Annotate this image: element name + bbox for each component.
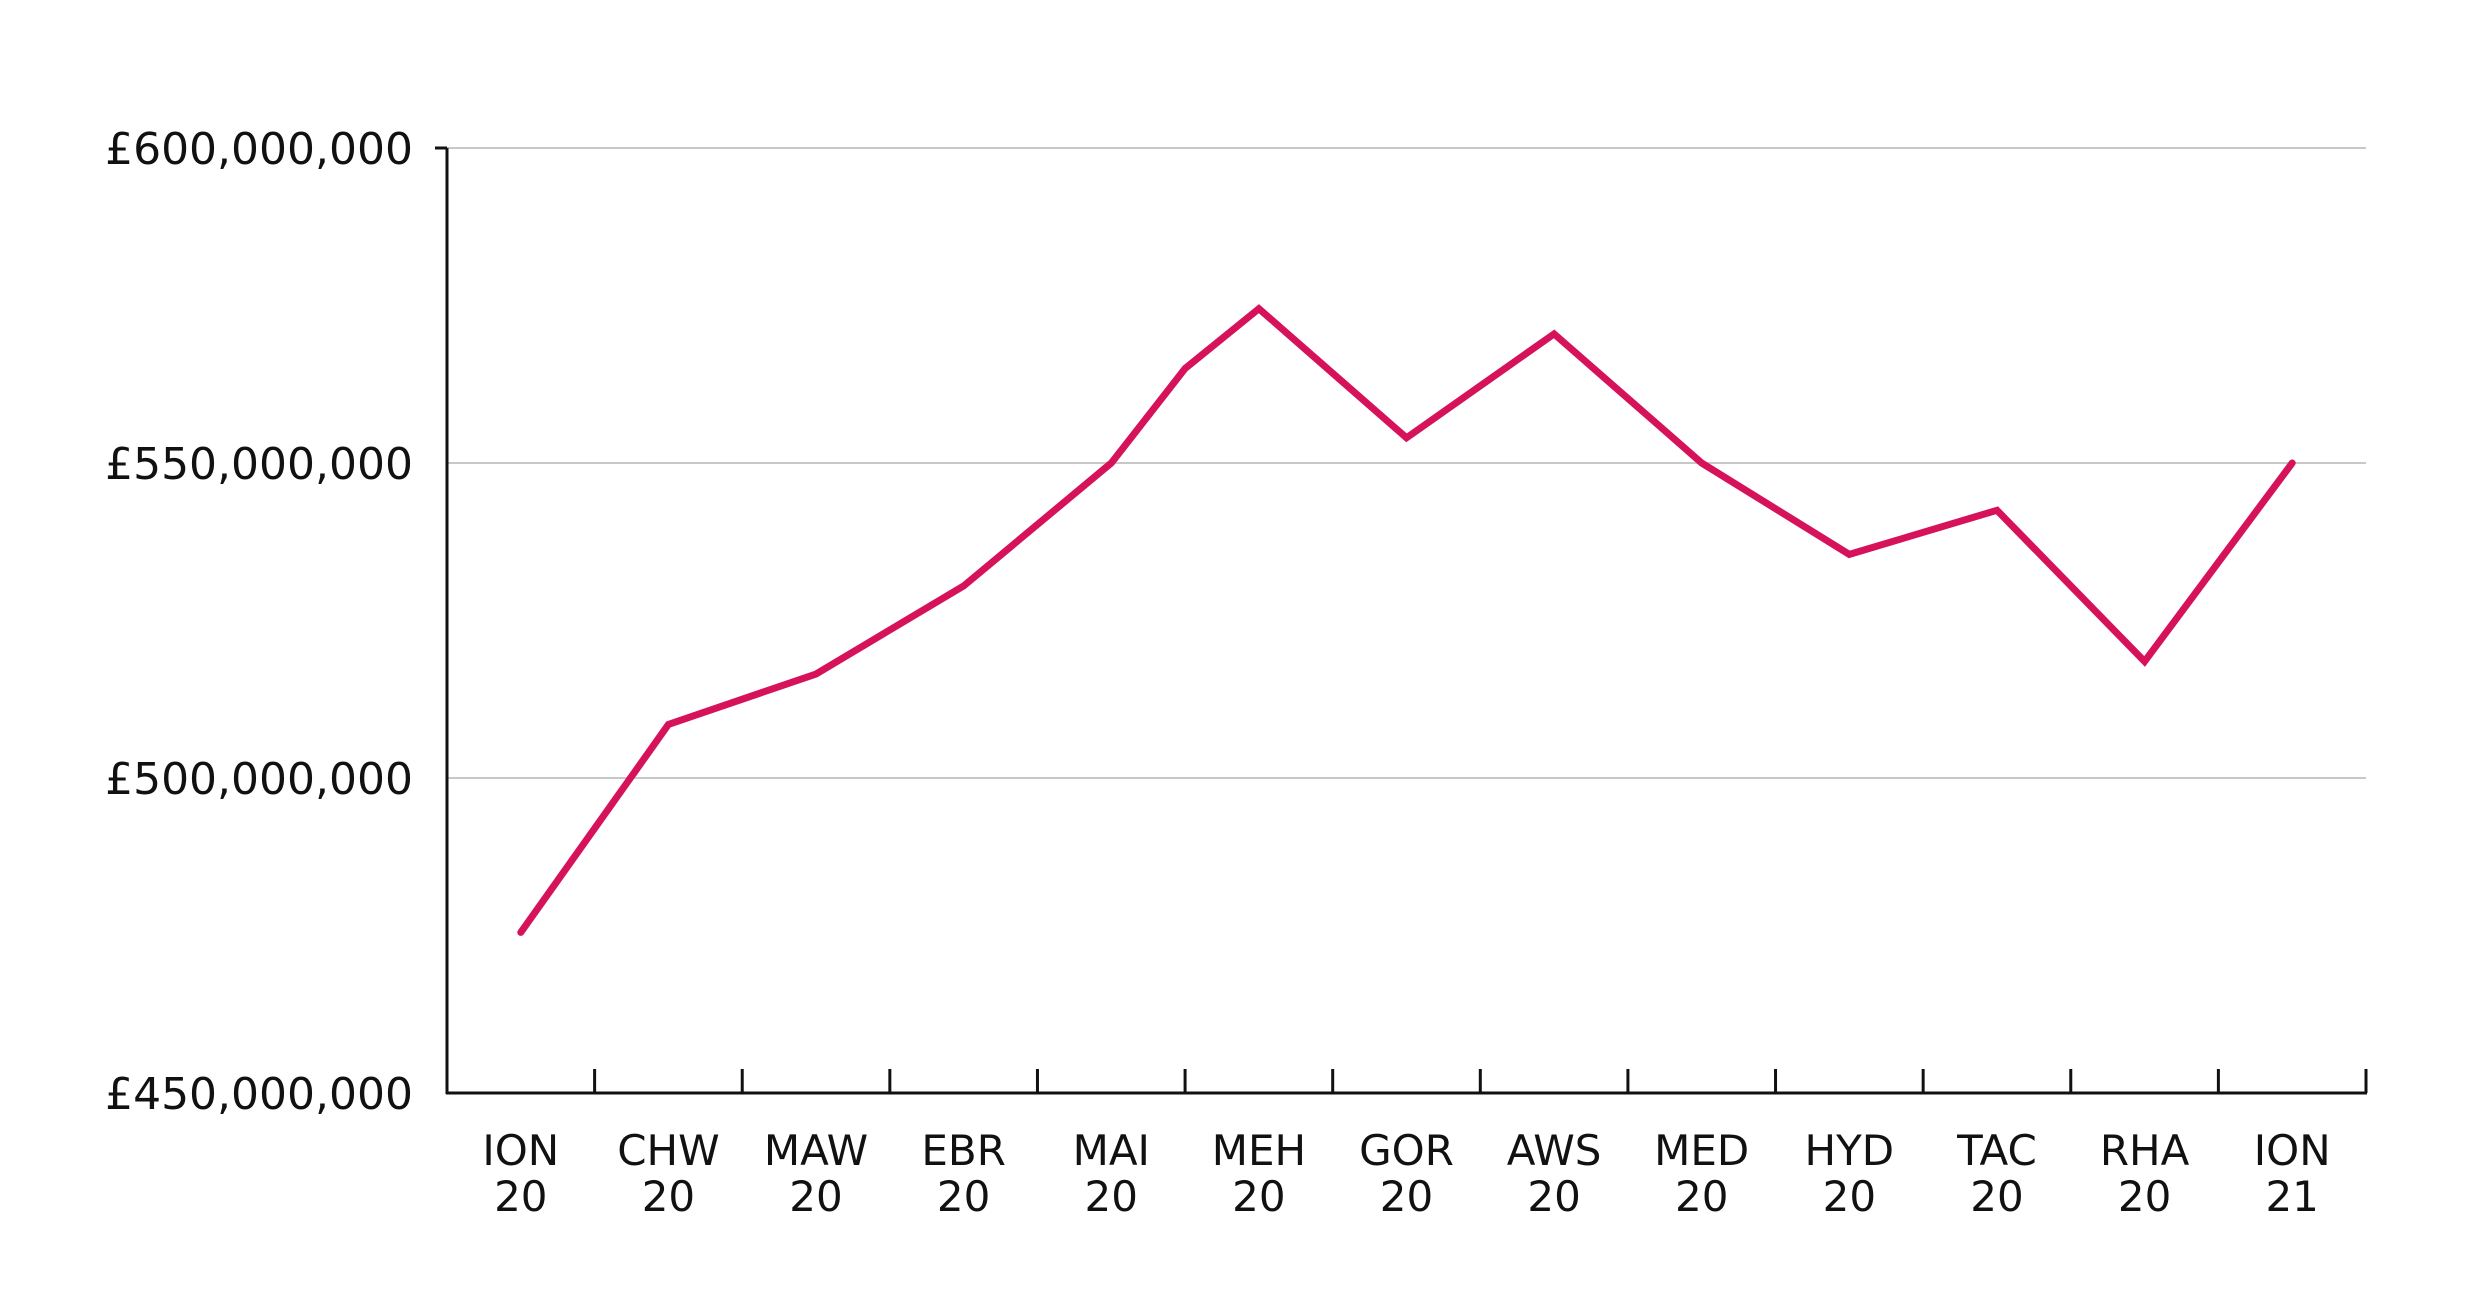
x-tick-label: GOR 20 (1359, 1126, 1454, 1221)
x-tick-label: MEH 20 (1212, 1126, 1306, 1221)
x-tick-label-line-2: 20 (1527, 1172, 1580, 1221)
x-tick-label-line-2: 21 (2265, 1172, 2318, 1221)
x-tick-label: AWS 20 (1507, 1126, 1602, 1221)
y-axis-tick-labels: £450,000,000 £500,000,000 £550,000,000 £600… (105, 124, 413, 1120)
x-tick-label: MED 20 (1654, 1126, 1749, 1221)
x-tick-label-line-1: AWS (1507, 1126, 1602, 1175)
x-tick-label-line-1: MAI (1073, 1126, 1150, 1175)
x-tick-label: EBR 20 (921, 1126, 1006, 1221)
x-tick-label-line-1: GOR (1359, 1126, 1454, 1175)
x-tick-label-line-2: 20 (937, 1172, 990, 1221)
y-tick-label: £600,000,000 (105, 124, 413, 175)
x-tick-label-line-2: 20 (1232, 1172, 1285, 1221)
x-tick-label-line-1: MAW (764, 1126, 868, 1175)
y-tick-label: £500,000,000 (105, 754, 413, 805)
x-tick-label-line-2: 20 (494, 1172, 547, 1221)
data-point (1699, 460, 1705, 466)
axes (435, 146, 2368, 1095)
x-tick-label: TAC 20 (1956, 1126, 2037, 1221)
data-point (1256, 306, 1262, 312)
data-point (1404, 435, 1410, 441)
x-tick-label: MAI 20 (1073, 1126, 1150, 1221)
x-tick-label-line-2: 20 (1085, 1172, 1138, 1221)
gridlines (447, 147, 2366, 779)
x-tick-label-line-1: EBR (921, 1126, 1006, 1175)
x-tick-label-line-1: TAC (1956, 1126, 2037, 1175)
x-tick-label: HYD 20 (1805, 1126, 1895, 1221)
x-tick-label-line-2: 20 (642, 1172, 695, 1221)
x-tick-label-line-1: ION (482, 1126, 559, 1175)
x-tick-label: MAW 20 (764, 1126, 868, 1221)
x-tick-label: RHA 20 (2100, 1126, 2190, 1221)
data-point (1182, 366, 1188, 372)
x-tick-label: CHW 20 (617, 1126, 719, 1221)
data-point (665, 721, 671, 727)
x-tick-label-line-2: 20 (1823, 1172, 1876, 1221)
data-point (1551, 331, 1557, 337)
x-tick-label-line-2: 20 (1970, 1172, 2023, 1221)
data-point (813, 671, 819, 677)
series-line (517, 304, 2296, 936)
x-tick-label-line-2: 20 (1380, 1172, 1433, 1221)
data-point (1846, 551, 1852, 557)
x-tick-label-line-1: HYD (1805, 1126, 1895, 1175)
data-point (2142, 658, 2148, 664)
x-tick-label-line-2: 20 (789, 1172, 842, 1221)
data-point (1108, 460, 1114, 466)
data-point (2289, 460, 2295, 466)
x-tick-label-line-2: 20 (2118, 1172, 2171, 1221)
y-tick-label: £550,000,000 (105, 439, 413, 490)
x-tick-label-line-1: MED (1654, 1126, 1749, 1175)
data-point (961, 583, 967, 589)
x-tick-label-line-1: MEH (1212, 1126, 1306, 1175)
x-tick-label-line-2: 20 (1675, 1172, 1728, 1221)
x-tick-label-line-1: RHA (2100, 1126, 2190, 1175)
y-tick-label: £450,000,000 (105, 1069, 413, 1120)
data-point (1994, 507, 2000, 513)
x-tick-label: ION 20 (482, 1126, 559, 1221)
x-tick-label-line-1: ION (2254, 1126, 2331, 1175)
x-tick-label-line-1: CHW (617, 1126, 719, 1175)
x-tick-label: ION 21 (2254, 1126, 2331, 1221)
data-series (517, 304, 2296, 936)
data-point (518, 929, 524, 935)
